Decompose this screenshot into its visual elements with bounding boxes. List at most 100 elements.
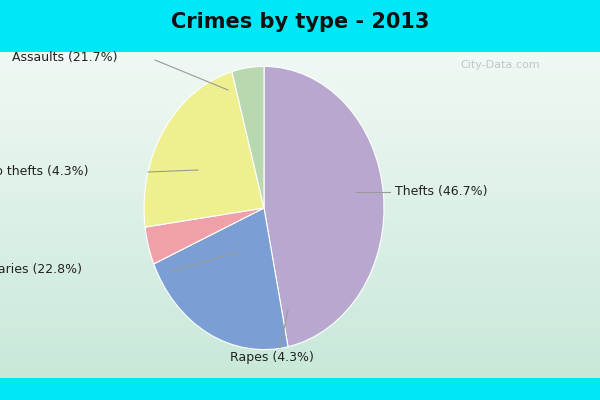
- Bar: [0, 144, 600, 145]
- Bar: [0, 234, 600, 235]
- Bar: [0, 147, 600, 148]
- Bar: [0, 173, 600, 174]
- Bar: [0, 197, 600, 198]
- Bar: [0, 87, 600, 88]
- Bar: [0, 156, 600, 157]
- Bar: [0, 61, 600, 62]
- Bar: [0, 331, 600, 332]
- Bar: [0, 291, 600, 292]
- Bar: [0, 347, 600, 348]
- Bar: [0, 252, 600, 253]
- Wedge shape: [154, 208, 288, 350]
- Bar: [0, 250, 600, 251]
- Bar: [0, 113, 600, 114]
- Bar: [0, 282, 600, 283]
- Bar: [0, 180, 600, 181]
- Bar: [0, 112, 600, 113]
- Bar: [0, 85, 600, 86]
- Bar: [0, 106, 600, 107]
- Bar: [0, 264, 600, 265]
- Bar: [0, 58, 600, 59]
- Bar: [0, 360, 600, 361]
- Bar: [0, 300, 600, 301]
- Bar: [0, 290, 600, 291]
- Text: Assaults (21.7%): Assaults (21.7%): [13, 52, 118, 64]
- Bar: [0, 341, 600, 342]
- Bar: [0, 355, 600, 356]
- Bar: [0, 107, 600, 108]
- Bar: [0, 369, 600, 370]
- Bar: [0, 275, 600, 276]
- Bar: [0, 88, 600, 89]
- Bar: [0, 370, 600, 371]
- Text: Crimes by type - 2013: Crimes by type - 2013: [171, 12, 429, 32]
- Bar: [0, 145, 600, 146]
- Bar: [0, 130, 600, 131]
- Wedge shape: [264, 66, 384, 347]
- Bar: [0, 83, 600, 84]
- Bar: [0, 93, 600, 94]
- Bar: [0, 117, 600, 118]
- Bar: [0, 261, 600, 262]
- Bar: [0, 255, 600, 256]
- Bar: [0, 168, 600, 169]
- Bar: [0, 81, 600, 82]
- Text: Burglaries (22.8%): Burglaries (22.8%): [0, 264, 82, 276]
- Bar: [0, 219, 600, 220]
- Bar: [0, 115, 600, 116]
- Bar: [0, 316, 600, 317]
- Bar: [0, 200, 600, 201]
- Bar: [0, 218, 600, 219]
- Bar: [0, 371, 600, 372]
- Bar: [0, 164, 600, 165]
- Bar: [0, 69, 600, 70]
- Bar: [0, 254, 600, 255]
- Bar: [0, 157, 600, 158]
- Bar: [0, 335, 600, 336]
- Bar: [0, 203, 600, 204]
- Bar: [0, 253, 600, 254]
- Bar: [0, 142, 600, 143]
- Bar: [0, 79, 600, 80]
- Bar: [0, 349, 600, 350]
- Bar: [0, 305, 600, 306]
- Bar: [0, 232, 600, 233]
- Bar: [0, 116, 600, 117]
- Bar: [0, 289, 600, 290]
- Bar: [0, 274, 600, 275]
- Bar: [0, 338, 600, 339]
- Bar: [0, 278, 600, 279]
- Bar: [0, 207, 600, 208]
- Bar: [0, 137, 600, 138]
- Text: Thefts (46.7%): Thefts (46.7%): [395, 186, 487, 198]
- Bar: [0, 77, 600, 78]
- Bar: [0, 186, 600, 187]
- Bar: [0, 276, 600, 277]
- Bar: [0, 257, 600, 258]
- Bar: [0, 62, 600, 64]
- Bar: [0, 271, 600, 272]
- Bar: [0, 194, 600, 195]
- Bar: [0, 353, 600, 354]
- Bar: [0, 163, 600, 164]
- Bar: [0, 313, 600, 314]
- Bar: [0, 177, 600, 178]
- Bar: [0, 324, 600, 325]
- Bar: [0, 358, 600, 359]
- Bar: [0, 127, 600, 128]
- Bar: [0, 346, 600, 347]
- Bar: [0, 151, 600, 152]
- Bar: [0, 131, 600, 132]
- Bar: [0, 256, 600, 257]
- Bar: [0, 375, 600, 376]
- Bar: [0, 287, 600, 288]
- Bar: [0, 348, 600, 349]
- Bar: [0, 351, 600, 352]
- Bar: [0, 322, 600, 323]
- Bar: [0, 245, 600, 246]
- Bar: [0, 295, 600, 296]
- Bar: [0, 135, 600, 136]
- Bar: [0, 334, 600, 335]
- Bar: [0, 97, 600, 98]
- Bar: [0, 221, 600, 222]
